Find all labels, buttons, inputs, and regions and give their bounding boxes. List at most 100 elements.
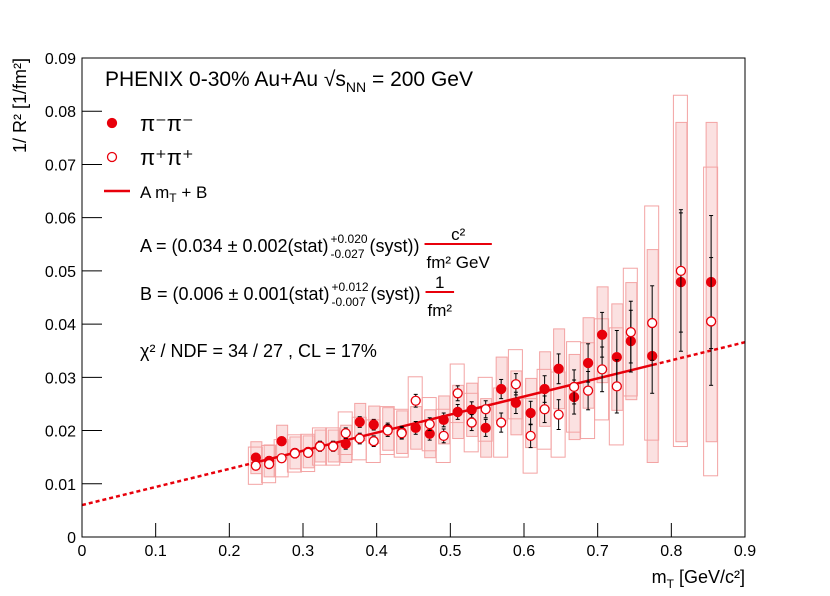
data-point bbox=[354, 433, 365, 444]
data-point bbox=[410, 395, 421, 406]
data-point bbox=[705, 316, 717, 327]
syst-box bbox=[261, 444, 277, 484]
data-point bbox=[424, 419, 435, 430]
legend-label: π⁺π⁺ bbox=[140, 145, 194, 170]
data-point bbox=[340, 428, 351, 439]
plot-frame bbox=[81, 57, 746, 538]
syst-box bbox=[435, 408, 451, 463]
data-point bbox=[496, 417, 507, 428]
annotation-tail: (syst)) bbox=[371, 284, 421, 304]
y-tick-label: 0.01 bbox=[45, 477, 76, 494]
data-point bbox=[410, 422, 421, 434]
data-point bbox=[553, 363, 564, 374]
syst-box bbox=[393, 408, 409, 458]
annotation-tail: (syst)) bbox=[370, 236, 420, 256]
syst-box bbox=[672, 94, 688, 448]
fit-name-sub: T bbox=[169, 191, 177, 205]
x-label-text: m bbox=[652, 567, 667, 587]
data-point bbox=[438, 414, 449, 426]
data-point bbox=[510, 397, 522, 409]
annotation-denominator: fm² GeV bbox=[427, 253, 491, 272]
annotation-numerator: c² bbox=[451, 225, 466, 244]
annotation-upper: +0.020 bbox=[331, 232, 368, 246]
data-point bbox=[303, 447, 314, 459]
y-tick-label: 0.06 bbox=[45, 211, 76, 228]
annotation: B = (0.006 ± 0.001(stat) bbox=[140, 284, 329, 304]
data-point bbox=[539, 383, 550, 395]
data-point bbox=[582, 357, 594, 369]
syst-box bbox=[644, 205, 660, 441]
syst-box bbox=[507, 349, 523, 420]
title-text: PHENIX 0-30% Au+Au √s bbox=[105, 68, 346, 91]
annotation-numerator: 1 bbox=[435, 273, 444, 292]
data-point bbox=[480, 422, 491, 434]
annotation-lower: -0.027 bbox=[331, 247, 365, 261]
data-point bbox=[647, 317, 658, 329]
y-tick-label: 0.08 bbox=[45, 104, 76, 121]
data-point bbox=[466, 404, 477, 415]
data-point bbox=[314, 441, 326, 452]
data-point bbox=[568, 381, 580, 393]
y-tick-label: 0.09 bbox=[45, 51, 76, 68]
fit-name: A m bbox=[140, 183, 169, 202]
data-point bbox=[276, 436, 287, 447]
data-point bbox=[289, 448, 301, 459]
x-label-tail: [GeV/c²] bbox=[674, 567, 745, 587]
data-point bbox=[340, 438, 351, 450]
data-point bbox=[438, 430, 449, 442]
syst-box bbox=[622, 267, 638, 397]
data-point bbox=[452, 388, 463, 399]
legend-label: π⁻π⁻ bbox=[140, 111, 194, 136]
data-point bbox=[263, 458, 275, 470]
data-point bbox=[496, 383, 507, 395]
syst-box bbox=[477, 376, 493, 442]
data-point bbox=[525, 430, 536, 442]
data-point bbox=[625, 326, 636, 338]
y-tick-label: 0.05 bbox=[45, 264, 76, 281]
data-point bbox=[596, 364, 608, 375]
syst-box bbox=[300, 433, 316, 473]
annotation: A = (0.034 ± 0.002(stat) bbox=[140, 236, 329, 256]
annotation: χ² / NDF = 34 / 27 , CL = 17% bbox=[140, 341, 377, 361]
annotation-denominator: fm² bbox=[428, 301, 453, 320]
data-point bbox=[382, 425, 393, 436]
y-tick-label: 0.04 bbox=[45, 317, 76, 334]
y-tick-label: 0.02 bbox=[45, 424, 76, 441]
data-point bbox=[553, 409, 564, 420]
annotation-lower: -0.007 bbox=[331, 295, 365, 309]
y-axis-label: 1/ R² [1/fm²] bbox=[10, 58, 30, 153]
data-point bbox=[611, 381, 622, 392]
annotation-upper: +0.012 bbox=[331, 280, 368, 294]
x-tick-label: 0.9 bbox=[734, 543, 756, 560]
data-point bbox=[596, 329, 608, 340]
syst-box bbox=[247, 446, 263, 485]
title-tail: = 200 GeV bbox=[366, 68, 473, 91]
data-point bbox=[354, 416, 365, 428]
y-tick-label: 0.07 bbox=[45, 157, 76, 174]
x-tick-label: 0.6 bbox=[513, 543, 535, 560]
fit-line-extrapolated bbox=[81, 462, 252, 507]
syst-box bbox=[703, 166, 719, 477]
data-point bbox=[480, 404, 491, 415]
title-sub: NN bbox=[346, 79, 366, 95]
fit-name-tail: + B bbox=[177, 183, 208, 202]
x-tick-label: 0.2 bbox=[218, 543, 240, 560]
x-tick-label: 0.5 bbox=[439, 543, 461, 560]
data-point bbox=[539, 404, 550, 415]
syst-box bbox=[311, 427, 327, 466]
data-point bbox=[328, 441, 339, 452]
data-point bbox=[582, 385, 594, 396]
data-point bbox=[276, 453, 287, 464]
y-tick-label: 0 bbox=[67, 530, 76, 547]
legend-label: A mT + B bbox=[140, 183, 207, 205]
data-point bbox=[466, 417, 477, 428]
x-tick-label: 0.4 bbox=[366, 543, 388, 560]
legend-marker bbox=[106, 151, 118, 163]
chart-title: PHENIX 0-30% Au+Au √sNN = 200 GeV bbox=[105, 68, 473, 95]
x-tick-label: 0.8 bbox=[660, 543, 682, 560]
data-point bbox=[396, 428, 407, 439]
data-point bbox=[368, 436, 379, 447]
x-tick-label: 0 bbox=[78, 543, 87, 560]
